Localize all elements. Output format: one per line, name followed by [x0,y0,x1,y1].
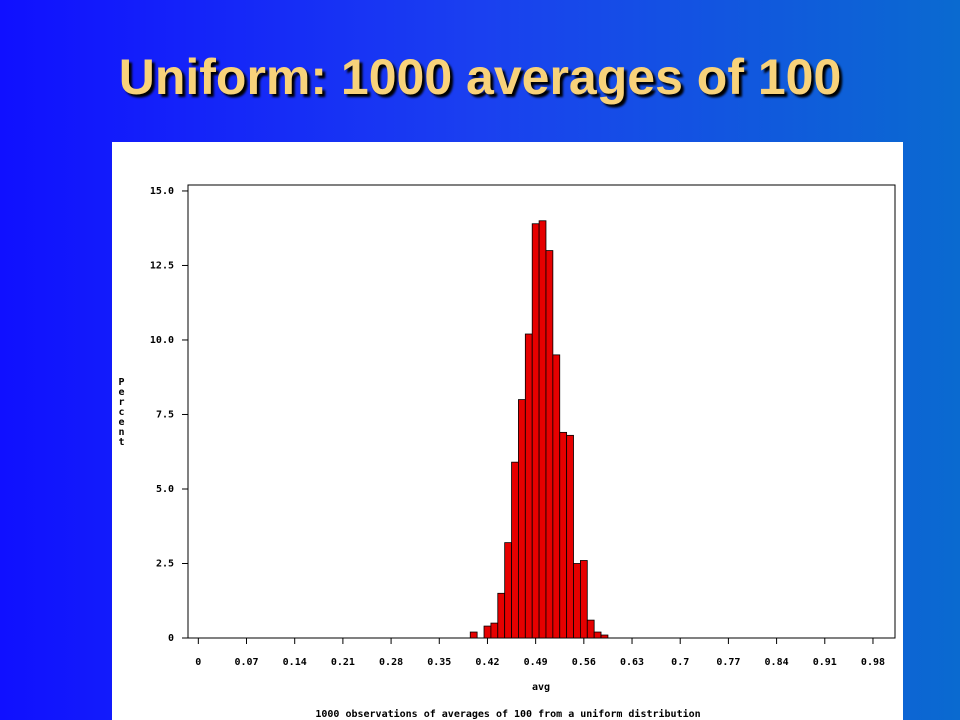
bar [497,592,506,639]
x-tick-label: 0.07 [234,657,258,668]
x-tick-label: 0.42 [475,657,499,668]
bar [504,542,512,639]
y-tick-label: 2.5 [156,558,174,569]
x-tick-label: 0 [195,657,201,668]
x-axis-label: avg [532,682,550,693]
bar [538,220,547,639]
bar [483,625,492,639]
x-tick-label: 0.28 [379,657,403,668]
x-tick-label: 0.98 [861,657,885,668]
x-tick-label: 0.56 [572,657,596,668]
bar [586,619,595,639]
y-tick-label: 7.5 [156,409,174,420]
x-tick-label: 0.7 [671,657,689,668]
footnote: 1000 observations of averages of 100 fro… [315,708,700,720]
y-tick-label: 5.0 [156,484,174,495]
bar [593,631,602,639]
bar [518,399,526,639]
x-tick-label: 0.84 [765,657,789,668]
y-tick-label: 12.5 [150,260,174,271]
x-tick-label: 0.21 [331,657,355,668]
y-axis-label: Percent [116,377,127,447]
bar [531,223,540,639]
x-tick-label: 0.91 [813,657,837,668]
slide-title: Uniform: 1000 averages of 100 [118,49,842,105]
bar [559,431,568,639]
y-tick-label: 15.0 [150,186,174,197]
bar [573,563,581,639]
bar [490,622,499,639]
bar [579,560,588,639]
x-tick-label: 0.49 [524,657,548,668]
x-tick-label: 0.63 [620,657,644,668]
y-tick-label: 10.0 [150,335,174,346]
y-tick-label: 0 [168,633,174,644]
bar [469,631,478,639]
x-tick-label: 0.14 [283,657,307,668]
bar [552,354,561,639]
bar [524,333,533,639]
x-tick-label: 0.77 [716,657,740,668]
bar [545,250,554,639]
bar [600,634,609,639]
bar [511,461,519,639]
x-tick-label: 0.35 [427,657,451,668]
bar [566,434,574,639]
